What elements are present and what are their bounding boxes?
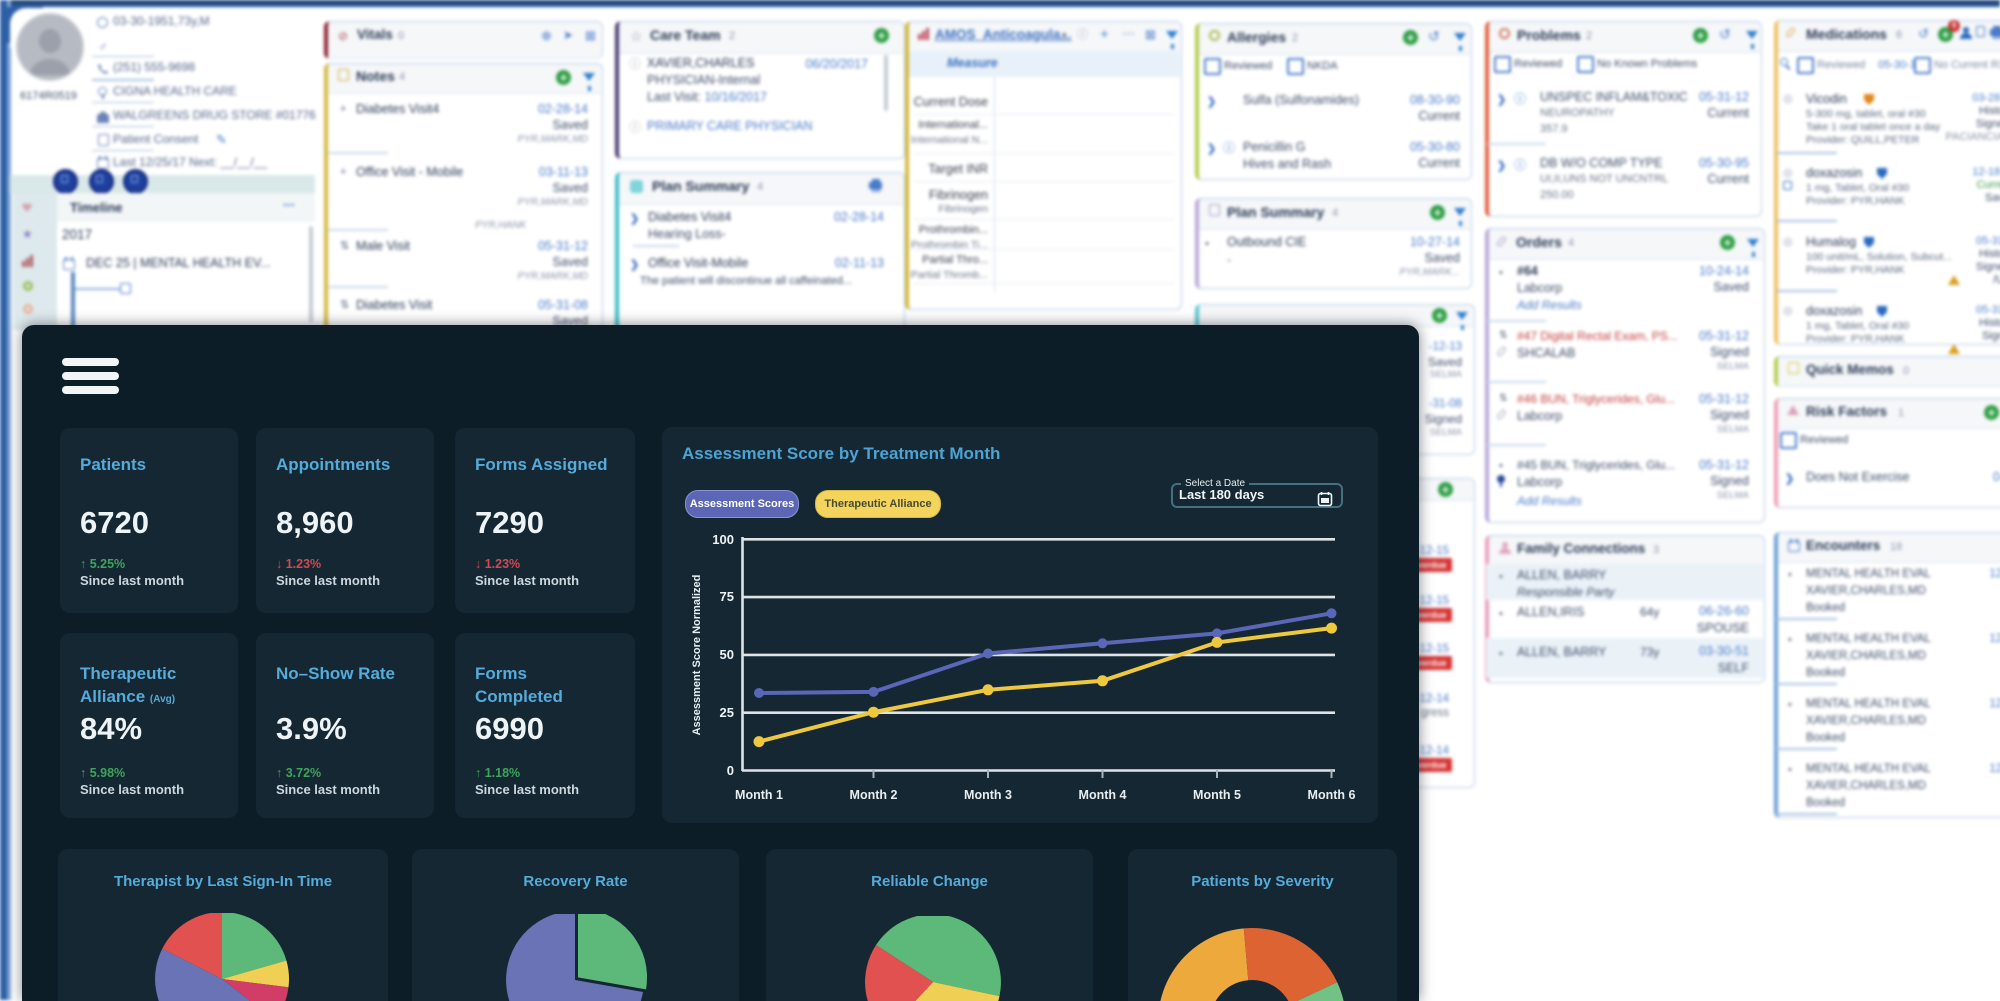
svg-text:Month 2: Month 2 [850,788,898,802]
svg-text:25: 25 [720,705,734,720]
svg-text:Month 1: Month 1 [735,788,783,802]
svg-text:Month 3: Month 3 [964,788,1012,802]
svg-text:Month 4: Month 4 [1079,788,1127,802]
svg-text:50: 50 [720,647,734,662]
svg-text:Month 5: Month 5 [1193,788,1241,802]
svg-text:0: 0 [727,763,734,778]
svg-text:100: 100 [712,532,734,547]
svg-text:Month 6: Month 6 [1308,788,1356,802]
svg-text:Assessment Score Normalized: Assessment Score Normalized [691,575,703,736]
svg-text:75: 75 [720,589,734,604]
